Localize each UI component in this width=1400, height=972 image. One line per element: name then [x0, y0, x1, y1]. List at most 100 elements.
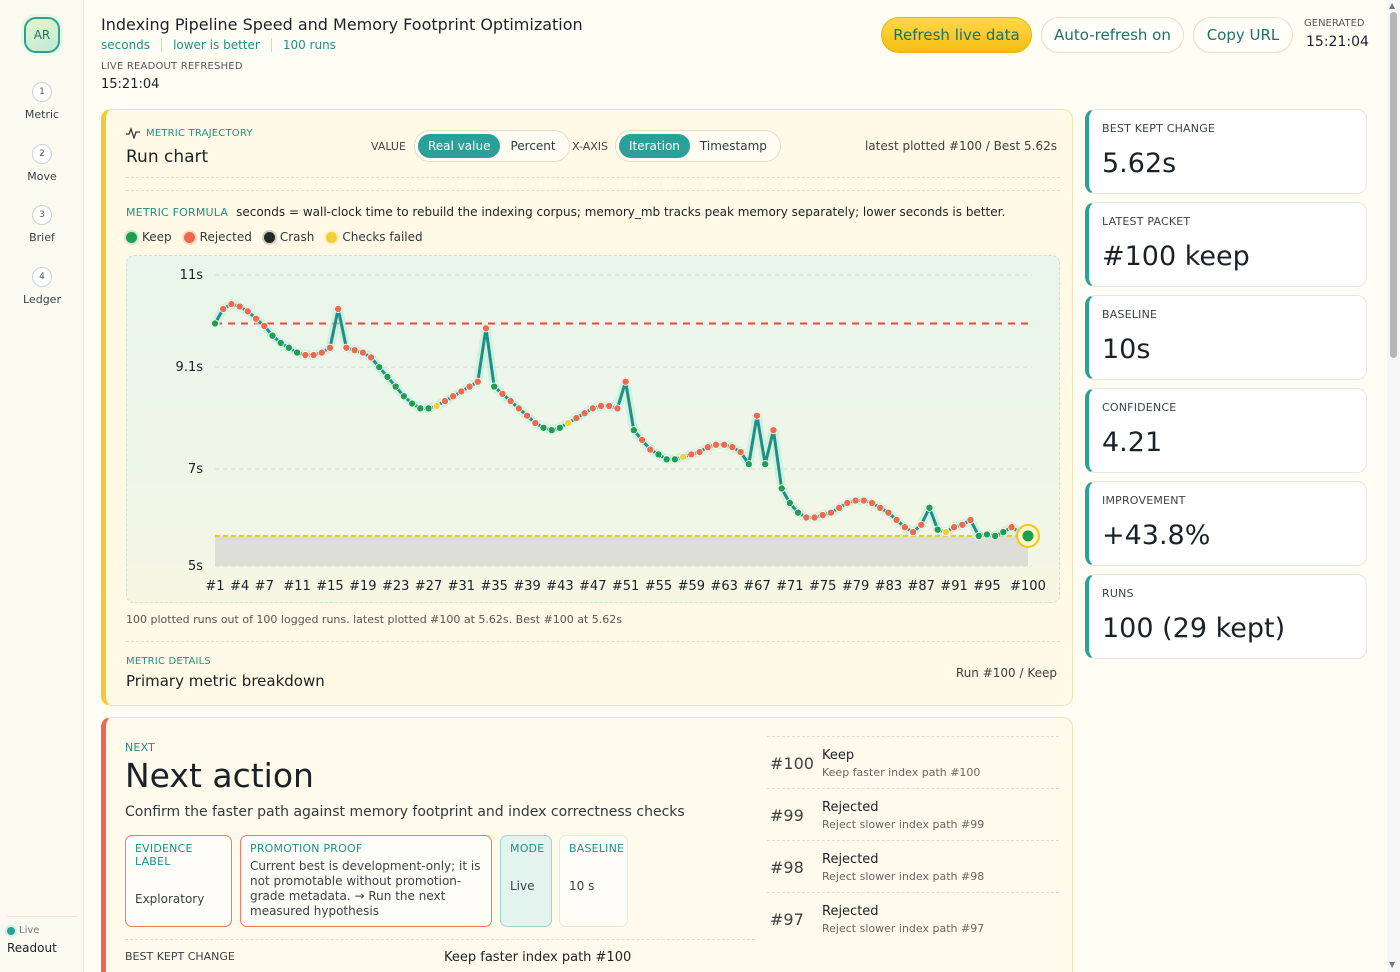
x-tick-label: #4 — [230, 579, 249, 594]
xaxis-option-timestamp[interactable]: Timestamp — [699, 139, 767, 153]
x-tick-label: #75 — [809, 579, 836, 594]
refreshed-label: LIVE READOUT REFRESHED — [101, 61, 243, 72]
data-point — [317, 348, 326, 357]
step-label: Brief — [29, 231, 55, 244]
legend-checks-failed[interactable]: Checks failed — [326, 230, 423, 244]
ledger-row[interactable]: #99 Rejected Reject slower index path #9… — [767, 788, 1059, 840]
scrollbar-thumb[interactable] — [1390, 12, 1397, 358]
data-point — [399, 392, 408, 401]
data-point — [982, 530, 991, 539]
generated-time: 15:21:04 — [1306, 34, 1369, 50]
data-point — [268, 331, 277, 340]
x-tick-label: #15 — [316, 579, 343, 594]
x-tick-label: #55 — [645, 579, 672, 594]
data-point — [933, 525, 942, 534]
data-point — [884, 508, 893, 517]
data-point — [966, 515, 975, 524]
legend-rejected[interactable]: Rejected — [183, 230, 252, 244]
data-point — [909, 528, 918, 537]
value-toggle: Real value Percent — [414, 130, 570, 162]
data-point — [432, 401, 441, 410]
rail-step-brief[interactable]: 3 Brief — [0, 202, 84, 244]
data-point — [514, 404, 523, 413]
stat-label: BASELINE — [1102, 308, 1158, 321]
legend-label: Rejected — [199, 230, 252, 244]
value-option-percent[interactable]: Percent — [510, 139, 556, 153]
metric-details-title: Primary metric breakdown — [126, 672, 325, 690]
data-point — [974, 531, 983, 540]
stat-runs: RUNS 100 (29 kept) — [1085, 574, 1367, 659]
data-point — [703, 443, 712, 452]
data-point — [235, 302, 244, 311]
x-tick-label: #23 — [382, 579, 409, 594]
copy-url-button[interactable]: Copy URL — [1193, 17, 1293, 53]
avatar[interactable]: AR — [24, 17, 60, 53]
data-point — [260, 321, 269, 330]
ledger-description: Reject slower index path #97 — [822, 922, 985, 935]
xaxis-toggle: Iteration Timestamp — [615, 130, 781, 162]
data-point — [367, 353, 376, 362]
value-option-real[interactable]: Real value — [418, 134, 501, 158]
data-point — [646, 445, 655, 454]
divider — [126, 177, 1060, 178]
mode-chip: MODE Live — [500, 835, 552, 927]
meta-unit: seconds — [101, 38, 163, 52]
next-action-subtitle: Confirm the faster path against memory f… — [125, 804, 685, 820]
data-point — [572, 414, 581, 423]
data-point — [334, 304, 343, 313]
legend-crash[interactable]: Crash — [263, 230, 314, 244]
data-point — [711, 440, 720, 449]
scroll-up-icon[interactable]: ▲ — [1389, 1, 1396, 10]
data-point — [449, 392, 458, 401]
y-tick-label: 7s — [188, 462, 203, 477]
legend-label: Keep — [142, 230, 172, 244]
latest-plotted: latest plotted #100 / Best 5.62s — [864, 139, 1057, 153]
data-point — [219, 304, 228, 313]
data-point — [638, 435, 647, 444]
legend-keep[interactable]: Keep — [126, 230, 172, 244]
x-tick-label: #7 — [255, 579, 274, 594]
metric-details-run: Run #100 / Keep — [955, 666, 1057, 680]
page-scrollbar[interactable]: ▲ ▼ — [1387, 0, 1400, 972]
left-rail: AR 1 Metric 2 Move 3 Brief 4 Ledger Live… — [0, 0, 84, 972]
chart-legend: Keep Rejected Crash Checks failed — [126, 230, 423, 244]
xaxis-option-iteration[interactable]: Iteration — [619, 134, 690, 158]
data-point — [481, 324, 490, 333]
refresh-live-data-button[interactable]: Refresh live data — [881, 17, 1032, 53]
x-tick-label: #11 — [283, 579, 310, 594]
ledger-row[interactable]: #100 Keep Keep faster index path #100 — [767, 736, 1059, 788]
data-point — [416, 404, 425, 413]
rail-step-move[interactable]: 2 Move — [0, 141, 84, 183]
run-chart-card: METRIC TRAJECTORY Run chart VALUE Real v… — [101, 109, 1073, 706]
data-point — [769, 426, 778, 435]
data-point — [555, 423, 564, 432]
rail-step-ledger[interactable]: 4 Ledger — [0, 264, 84, 306]
run-chart-svg[interactable]: 11s 9.1s 7s 5s#1 #4 #7 #11 #15 #19 #23 #27 #31 #35 #3… — [127, 256, 1061, 604]
run-chart-plot[interactable]: 11s 9.1s 7s 5s #1 #4 #7 #11 #15 #19 #23 #27 #31 #35 #3… — [126, 255, 1060, 603]
ledger-row[interactable]: #97 Rejected Reject slower index path #9… — [767, 892, 1059, 944]
data-point — [941, 528, 950, 537]
y-tick-label: 5s — [188, 559, 203, 574]
data-point — [391, 382, 400, 391]
data-point — [301, 351, 310, 360]
data-point — [440, 397, 449, 406]
live-label: Live — [19, 925, 40, 936]
stat-latest-packet: LATEST PACKET #100 keep — [1085, 202, 1367, 287]
data-point — [744, 460, 753, 469]
checks-failed-swatch-icon — [326, 231, 338, 243]
data-point — [958, 520, 967, 529]
title-meta: seconds lower is better 100 runs — [101, 38, 358, 52]
run-chart-title: Run chart — [126, 147, 209, 167]
stat-value: +43.8% — [1102, 520, 1211, 551]
auto-refresh-toggle[interactable]: Auto-refresh on — [1041, 17, 1184, 53]
rail-step-metric[interactable]: 1 Metric — [0, 79, 84, 121]
ledger-row[interactable]: #98 Rejected Reject slower index path #9… — [767, 840, 1059, 892]
data-point — [917, 520, 926, 529]
x-tick-label: #47 — [579, 579, 606, 594]
data-point — [843, 498, 852, 507]
step-label: Move — [27, 170, 57, 183]
chip-value: 10 s — [569, 879, 595, 893]
legend-label: Checks failed — [342, 230, 423, 244]
scroll-down-icon[interactable]: ▼ — [1389, 960, 1396, 969]
crash-swatch-icon — [263, 231, 275, 243]
